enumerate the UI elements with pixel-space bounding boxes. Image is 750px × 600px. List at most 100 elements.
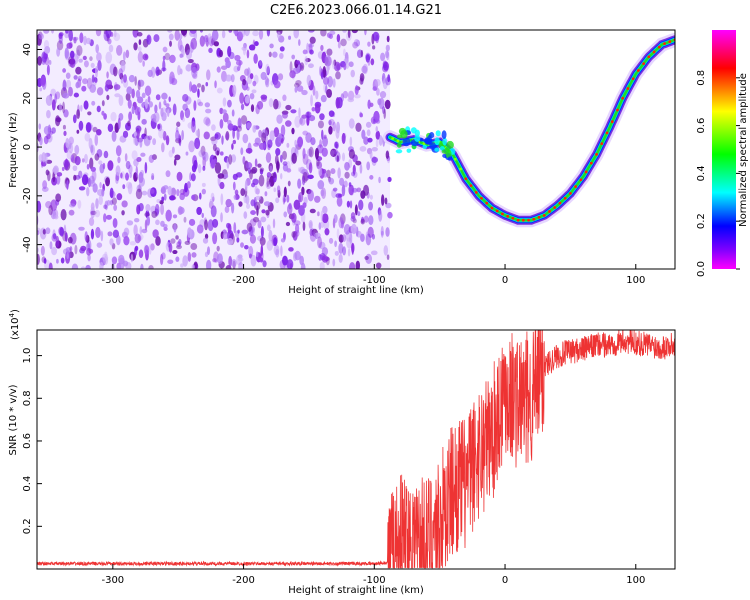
noise-speckle (201, 84, 205, 93)
noise-speckle (89, 180, 96, 187)
noise-speckle (88, 217, 95, 226)
noise-speckle (137, 79, 141, 91)
noise-speckle (220, 65, 228, 70)
noise-speckle (61, 166, 65, 172)
noise-speckle (297, 178, 302, 189)
noise-speckle (161, 196, 165, 202)
noise-speckle (352, 171, 358, 178)
noise-speckle (372, 45, 376, 50)
noise-speckle (212, 232, 218, 245)
noise-speckle (230, 74, 235, 83)
noise-speckle (320, 71, 324, 80)
trace-peak (422, 142, 426, 146)
noise-speckle (62, 68, 67, 73)
noise-speckle (147, 95, 151, 103)
noise-speckle (291, 127, 295, 135)
noise-speckle (312, 85, 316, 96)
noise-speckle (317, 180, 325, 190)
noise-speckle (239, 92, 245, 104)
noise-speckle (45, 200, 52, 209)
noise-speckle (125, 172, 130, 181)
snr-y-label: SNR (10 * v/v) (8, 384, 19, 455)
trace-peak (501, 212, 504, 216)
noise-speckle (125, 181, 133, 189)
noise-speckle (282, 255, 288, 266)
noise-speckle (56, 258, 59, 264)
noise-speckle (71, 263, 79, 269)
noise-speckle (246, 222, 253, 232)
trace-peak (527, 218, 530, 222)
noise-speckle (372, 118, 376, 124)
noise-speckle (80, 266, 86, 269)
noise-speckle (372, 31, 380, 42)
noise-speckle (175, 129, 180, 142)
noise-speckle (73, 75, 78, 80)
noise-speckle (361, 129, 366, 140)
noise-speckle (326, 88, 333, 98)
noise-speckle (138, 171, 144, 184)
noise-speckle (120, 262, 125, 269)
noise-speckle (180, 30, 188, 36)
noise-speckle (189, 30, 197, 34)
noise-speckle (174, 30, 180, 41)
noise-speckle (118, 95, 124, 107)
noise-speckle (138, 249, 144, 259)
noise-speckle (66, 252, 69, 260)
noise-speckle (123, 74, 127, 83)
noise-speckle (168, 96, 171, 102)
trace-band (383, 32, 675, 228)
noise-speckle (219, 119, 224, 129)
noise-speckle (210, 205, 217, 218)
noise-speckle (361, 65, 368, 74)
noise-speckle (182, 94, 189, 102)
noise-speckle (235, 59, 243, 66)
noise-speckle (334, 240, 337, 248)
trace-peak (647, 55, 651, 59)
noise-speckle (302, 202, 307, 209)
noise-speckle (55, 117, 62, 123)
noise-speckle (341, 152, 346, 162)
noise-speckle (107, 123, 114, 133)
noise-speckle (263, 201, 271, 207)
noise-speckle (121, 210, 125, 216)
trace-peak (663, 42, 666, 46)
noise-speckle (203, 37, 208, 44)
noise-speckle (252, 30, 259, 37)
noise-speckle (202, 165, 206, 171)
noise-speckle (367, 59, 371, 66)
noise-speckle (236, 237, 240, 243)
noise-speckle (333, 148, 339, 155)
noise-speckle (365, 231, 369, 241)
noise-speckle (113, 30, 117, 38)
noise-speckle (157, 123, 161, 130)
noise-speckle (85, 264, 91, 269)
noise-speckle (162, 46, 168, 53)
noise-speckle (190, 37, 198, 50)
noise-speckle (351, 242, 355, 254)
noise-speckle (246, 86, 250, 91)
noise-speckle (205, 259, 212, 269)
noise-speckle (343, 224, 351, 235)
noise-speckle (218, 49, 224, 58)
trace-blob (447, 156, 453, 161)
noise-speckle (252, 216, 260, 223)
noise-speckle (349, 232, 353, 244)
noise-speckle (203, 151, 209, 162)
noise-speckle (127, 99, 132, 109)
noise-speckle (371, 147, 378, 152)
noise-speckle (351, 187, 358, 193)
noise-speckle (379, 91, 387, 99)
noise-speckle (338, 234, 344, 243)
noise-speckle (321, 213, 329, 224)
noise-speckle (294, 86, 298, 93)
noise-speckle (151, 172, 155, 179)
noise-speckle (173, 223, 177, 233)
noise-speckle (249, 234, 257, 244)
noise-speckle (168, 33, 174, 41)
noise-speckle (231, 258, 237, 268)
noise-speckle (151, 210, 158, 218)
noise-speckle (280, 124, 286, 137)
noise-speckle (354, 94, 361, 99)
noise-speckle (308, 162, 313, 174)
noise-speckle (158, 128, 165, 139)
